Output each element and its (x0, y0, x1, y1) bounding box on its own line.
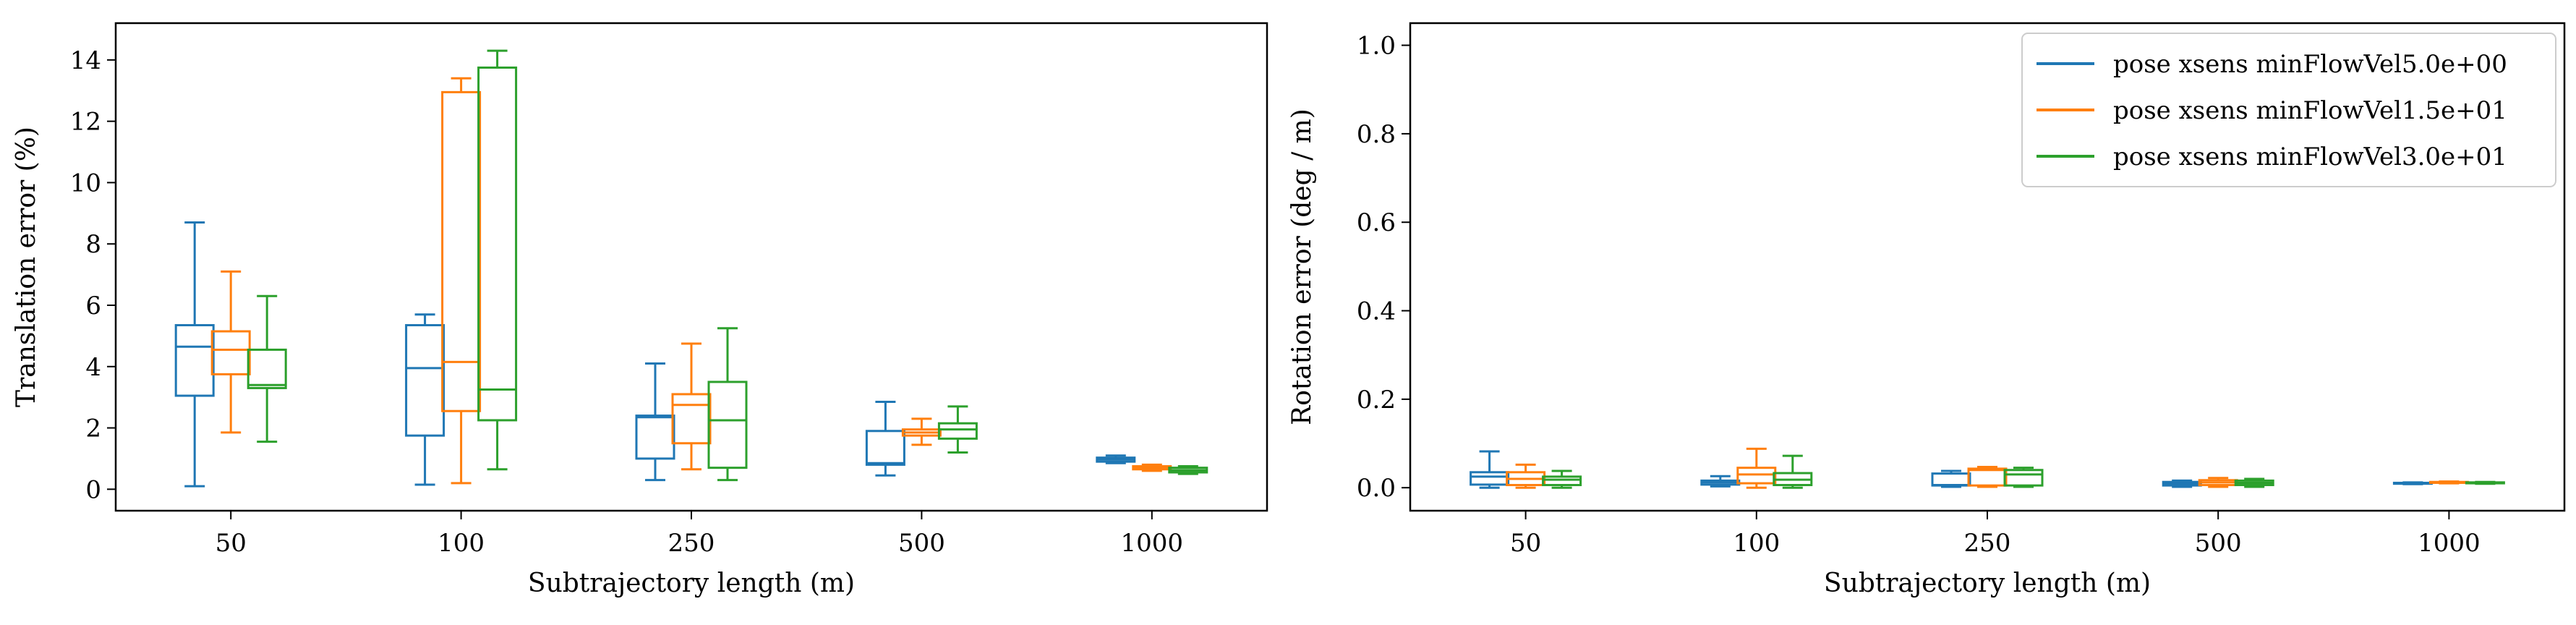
x-tick-label: 50 (216, 529, 247, 558)
box-250-series-2 (671, 342, 712, 471)
box-500-series-1 (865, 401, 905, 477)
box-iqr (441, 90, 482, 412)
x-tick-label: 50 (1510, 529, 1541, 558)
legend: pose xsens minFlowVel5.0e+00 pose xsens m… (2021, 33, 2556, 187)
box-1000-series-2 (1132, 463, 1172, 472)
chart-panel-2: 0.0 0.2 0.4 0.6 0.8 1.0 50 100 250 500 1000 Subtraj… (1287, 22, 2566, 598)
box-iqr (2003, 469, 2044, 487)
y-tick-label: 0.8 (1357, 120, 1396, 149)
y-tick-label: 8 (85, 230, 101, 259)
x-axis-label: Subtrajectory length (m) (1824, 569, 2151, 598)
x-tick-label: 500 (898, 529, 945, 558)
y-tick-label: 1.0 (1357, 32, 1396, 61)
box-1000-series-1 (1096, 454, 1136, 464)
y-axis-label: Rotation error (deg / m) (1287, 109, 1317, 425)
box-250-series-3 (2003, 467, 2044, 488)
x-tick-label: 1000 (2418, 529, 2481, 558)
box-250-series-1 (635, 362, 675, 482)
legend-box (2021, 33, 2556, 187)
box-iqr (174, 324, 215, 397)
box-1000-series-2 (2428, 480, 2469, 485)
y-tick-label: 10 (70, 169, 101, 197)
box-iqr (1542, 475, 1582, 487)
box-50-series-3 (1542, 469, 1582, 489)
chart-panel-1: 0 2 4 6 8 10 12 14 50 100 250 500 1000 Subtrajectory … (12, 22, 1268, 598)
box-iqr (1931, 472, 1971, 487)
y-tick-label: 4 (85, 353, 101, 382)
box-iqr (937, 422, 978, 440)
box-250-series-1 (1931, 469, 1971, 488)
box-iqr (1470, 471, 1510, 486)
box-500-series-2 (901, 417, 942, 446)
legend-label-series-3: pose xsens minFlowVel3.0e+01 (2113, 143, 2507, 171)
box-250-series-2 (1967, 465, 2008, 488)
box-iqr (671, 393, 712, 445)
box-iqr (210, 330, 251, 375)
x-tick-label: 250 (668, 529, 715, 558)
box-iqr (405, 324, 445, 437)
y-tick-label: 0.6 (1357, 208, 1396, 237)
box-50-series-3 (247, 294, 287, 443)
x-tick-label: 250 (1964, 529, 2011, 558)
y-tick-label: 0.4 (1357, 297, 1396, 326)
box-50-series-1 (174, 221, 215, 488)
box-50-series-2 (1506, 463, 1546, 489)
box-iqr (1967, 467, 2008, 487)
box-100-series-2 (441, 77, 482, 485)
legend-label-series-2: pose xsens minFlowVel1.5e+01 (2113, 96, 2507, 125)
y-axis-label: Translation error (%) (12, 127, 41, 407)
axes-frame (1409, 22, 2566, 512)
y-tick-label: 0 (85, 475, 101, 504)
box-50-series-2 (210, 270, 251, 434)
box-500-series-3 (2234, 477, 2274, 488)
box-100-series-3 (1773, 454, 1813, 489)
box-50-series-1 (1470, 450, 1510, 489)
y-tick-label: 6 (85, 292, 101, 320)
x-tick-label: 100 (438, 529, 485, 558)
x-tick-label: 100 (1733, 529, 1780, 558)
axes-frame (114, 22, 1268, 512)
box-100-series-3 (477, 49, 518, 471)
box-1000-series-3 (1168, 465, 1208, 475)
box-1000-series-3 (2465, 480, 2505, 485)
box-100-series-2 (1736, 447, 1777, 489)
box-1000-series-1 (2392, 481, 2433, 485)
x-axis-label: Subtrajectory length (m) (528, 569, 855, 598)
y-tick-label: 12 (70, 108, 101, 137)
y-tick-label: 2 (85, 414, 101, 443)
box-500-series-3 (937, 405, 978, 454)
y-tick-label: 0.0 (1357, 474, 1396, 503)
box-500-series-2 (2198, 477, 2238, 488)
box-250-series-3 (707, 327, 748, 482)
x-tick-label: 1000 (1121, 529, 1184, 558)
box-iqr (477, 66, 518, 422)
y-tick-label: 0.2 (1357, 386, 1396, 414)
box-iqr (865, 430, 905, 466)
box-iqr (1736, 467, 1777, 485)
box-iqr (635, 414, 675, 460)
box-100-series-1 (1700, 475, 1741, 488)
box-500-series-1 (2162, 479, 2202, 488)
box-iqr (707, 380, 748, 469)
x-tick-label: 500 (2195, 529, 2242, 558)
legend-label-series-1: pose xsens minFlowVel5.0e+00 (2113, 50, 2507, 79)
box-100-series-1 (405, 313, 445, 486)
box-iqr (247, 348, 287, 389)
y-tick-label: 14 (70, 46, 101, 75)
